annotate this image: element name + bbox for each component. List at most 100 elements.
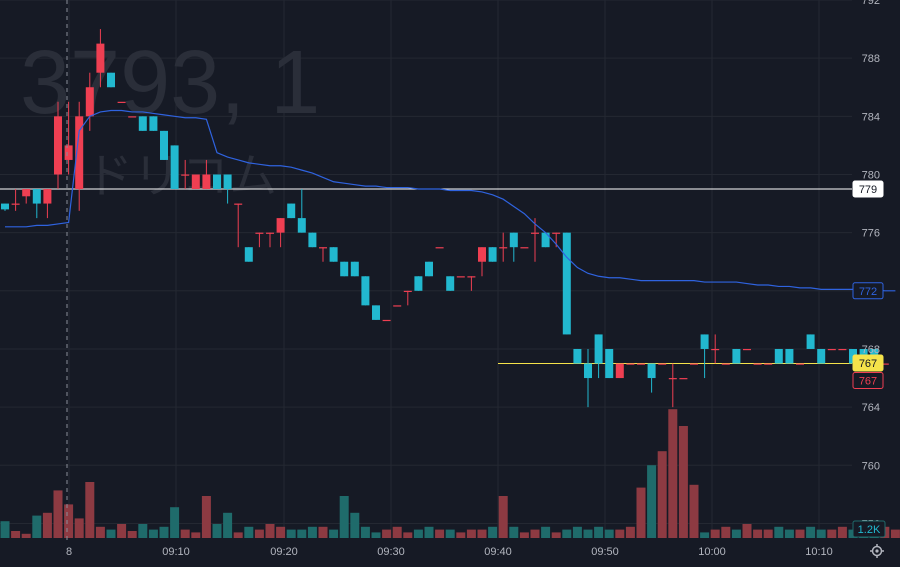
volume-bar xyxy=(382,529,392,538)
candle-body xyxy=(329,247,338,262)
volume-bar xyxy=(668,409,678,538)
volume-bar xyxy=(678,426,688,538)
candle-body xyxy=(478,247,486,262)
volume-bar xyxy=(360,526,370,538)
price-label-badge xyxy=(852,372,884,390)
candle-body xyxy=(509,232,518,248)
volume-bar xyxy=(0,521,10,538)
candle-body xyxy=(54,116,62,175)
candle-body xyxy=(637,363,645,365)
volume-bar xyxy=(477,529,487,538)
volume-bar xyxy=(32,515,42,538)
candle-body xyxy=(340,261,349,277)
volume-bar xyxy=(700,532,710,538)
candle-body xyxy=(43,189,52,204)
volume-bar xyxy=(201,496,211,538)
volume-bar xyxy=(763,529,773,538)
volume-bar xyxy=(445,529,455,538)
candle-body xyxy=(573,348,582,364)
candle-body xyxy=(615,363,624,379)
candle-body xyxy=(488,247,497,262)
candle-body xyxy=(287,203,296,219)
candle-body xyxy=(425,261,433,277)
candle-body xyxy=(774,348,783,364)
candle-body xyxy=(372,305,380,320)
candle-body xyxy=(806,334,815,349)
volume-bar xyxy=(191,532,201,538)
candle-body xyxy=(467,276,476,278)
volume-bar xyxy=(339,496,349,538)
volume-bar xyxy=(583,529,593,538)
y-tick-label: 764 xyxy=(862,402,880,414)
candle-body xyxy=(64,145,73,160)
price-axis[interactable]: 792788784780776772768764760756 xyxy=(862,0,880,530)
y-tick-label: 776 xyxy=(862,228,880,240)
x-tick-label: 09:40 xyxy=(484,546,512,558)
candle-body xyxy=(202,174,211,190)
candle-body xyxy=(711,348,720,351)
candle-body xyxy=(817,348,826,364)
volume-bar xyxy=(64,504,74,538)
volume-bar xyxy=(170,507,180,538)
x-tick-label: 09:50 xyxy=(591,546,619,558)
price-label-text: 767 xyxy=(859,358,877,370)
candle-body xyxy=(552,232,561,234)
candle-body xyxy=(128,116,137,118)
vwap-line xyxy=(5,109,896,292)
candle-body xyxy=(382,319,391,322)
volume-bar xyxy=(392,526,402,538)
candle-body xyxy=(785,348,794,364)
candle-body xyxy=(319,247,327,249)
candle-body xyxy=(753,363,762,365)
candle-body xyxy=(584,363,592,379)
candle-body xyxy=(594,334,603,364)
symbol-watermark: 3793, 1 ドリコム xyxy=(20,33,320,203)
x-tick-label: 09:10 xyxy=(162,546,190,558)
candle-body xyxy=(138,116,147,131)
candle-body xyxy=(626,363,635,365)
price-labels: 779 767 767 772 1.2K xyxy=(852,180,886,538)
volume-bar xyxy=(710,529,720,538)
candle-body xyxy=(234,203,243,205)
volume-bar xyxy=(371,532,381,538)
volume-bar xyxy=(827,529,837,538)
volume-bar xyxy=(159,526,169,538)
candle-body xyxy=(213,174,221,190)
time-axis[interactable]: 8 09:10 09:20 09:30 09:40 09:50 10:00 10:10 xyxy=(66,546,833,558)
candle-body xyxy=(160,130,168,160)
candle-body xyxy=(266,232,274,234)
volume-bar xyxy=(53,490,63,538)
volume-bar xyxy=(148,529,158,538)
volume-bar xyxy=(11,531,21,538)
volume-bar xyxy=(890,529,900,538)
volume-bar xyxy=(74,518,84,538)
volume-bar xyxy=(689,484,699,538)
settings-gear-icon[interactable] xyxy=(870,544,884,558)
volume-bar xyxy=(837,526,847,538)
candle-body xyxy=(721,363,730,365)
candle-body xyxy=(414,276,423,291)
volume-bar xyxy=(731,529,741,538)
candle-body xyxy=(541,232,550,248)
candle-body xyxy=(446,276,455,291)
volume-bar xyxy=(753,529,763,538)
volume-bar xyxy=(594,526,604,538)
volume-label-badge xyxy=(852,520,886,538)
y-tick-label: 788 xyxy=(862,53,880,65)
volume-bar xyxy=(42,512,52,538)
volume-bar xyxy=(625,526,635,538)
candle-body xyxy=(276,218,285,233)
candle-body xyxy=(96,43,105,73)
volume-bar xyxy=(488,526,498,538)
volume-bar xyxy=(742,524,752,538)
candle-body xyxy=(679,378,688,380)
volume-bar xyxy=(615,529,625,538)
volume-bar xyxy=(318,526,328,538)
candle-body xyxy=(605,348,614,379)
volume-bar xyxy=(806,526,816,538)
candle-body xyxy=(531,232,539,234)
volume-bar xyxy=(498,496,508,538)
volume-bar xyxy=(795,529,805,538)
volume-bar xyxy=(435,529,445,538)
